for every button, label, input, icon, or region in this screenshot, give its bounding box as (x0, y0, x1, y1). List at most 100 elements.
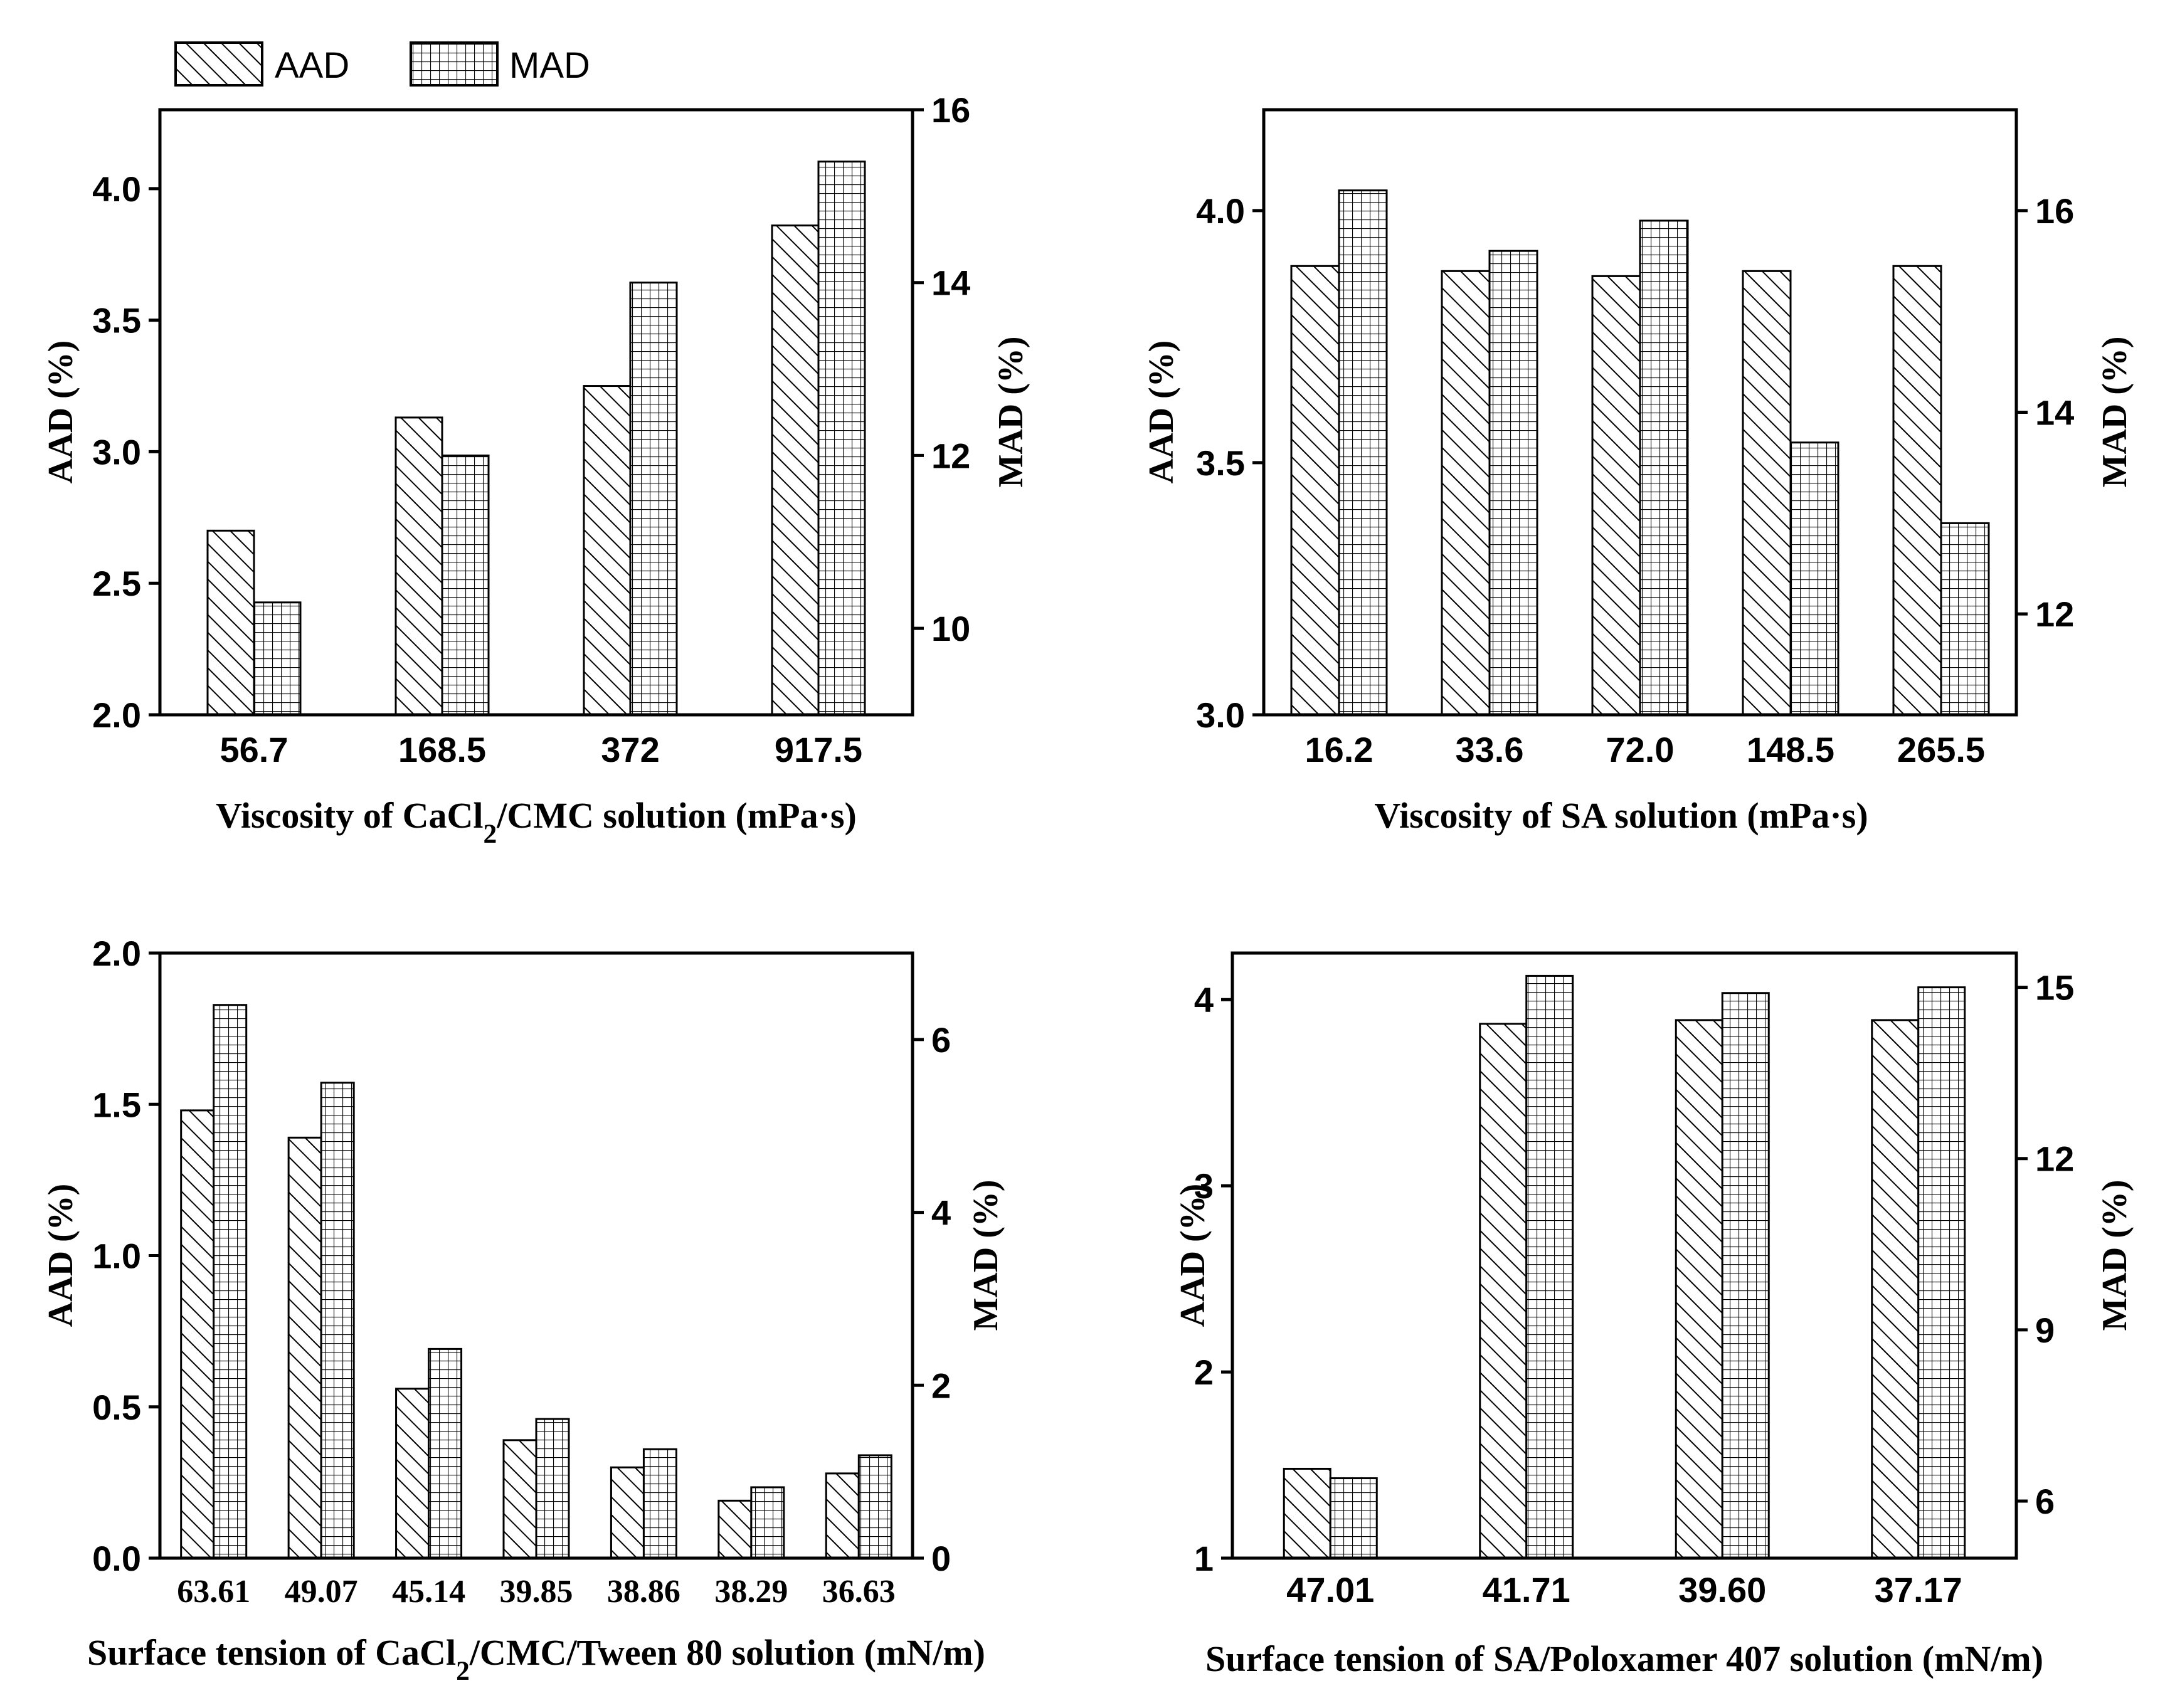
y-tick-label: 1.0 (92, 1236, 141, 1276)
bar-aad (206, 529, 255, 716)
y2-tick-label: 4 (931, 1193, 951, 1233)
x-axis-title: Viscosity of SA solution (mPa·s) (1374, 795, 1868, 836)
x-tick-label: 16.2 (1305, 730, 1373, 769)
bar-aad (1871, 1019, 1920, 1559)
bar-mad (857, 1454, 892, 1559)
y-tick-label: 0.5 (92, 1388, 141, 1427)
y2-tick-label: 0 (931, 1539, 951, 1578)
y-axis-title: AAD (%) (41, 1184, 80, 1327)
bar-aad (394, 416, 443, 716)
bar-mad (1789, 441, 1839, 716)
legend-swatch-mad (410, 41, 499, 87)
bar-aad (1892, 265, 1942, 716)
y2-tick-label: 12 (2035, 594, 2074, 634)
x-tick-label: 38.86 (607, 1574, 680, 1610)
bar-aad (1441, 270, 1491, 716)
x-tick-label: 372 (601, 730, 659, 769)
y2-tick-label: 15 (2035, 968, 2074, 1008)
y-tick-label: 2.0 (92, 934, 141, 973)
y2-tick-label: 14 (931, 263, 970, 303)
y-tick-label: 3 (1194, 1166, 1214, 1206)
bar-aad (180, 1109, 215, 1559)
x-tick-label: 47.01 (1286, 1570, 1374, 1610)
y2-tick-label: 9 (2035, 1310, 2055, 1350)
x-tick-label: 148.5 (1747, 730, 1834, 769)
x-tick-label: 33.6 (1456, 730, 1524, 769)
y-axis-title: AAD (%) (1142, 340, 1181, 484)
bar-mad (535, 1418, 570, 1559)
bar-aad (825, 1472, 860, 1559)
bar-aad (1283, 1467, 1331, 1559)
legend-label-mad: MAD (509, 45, 590, 86)
bar-mad (253, 601, 302, 716)
panel-bottom-left: 63.61 49.07 45.14 39.85 38.86 38.29 36.63 0.0 0.… (41, 934, 1005, 1686)
bar-aad (287, 1136, 322, 1559)
y2-axis-title: MAD (%) (2095, 1179, 2134, 1331)
bar-mad (629, 282, 678, 716)
x-tick-label: 45.14 (392, 1574, 465, 1610)
bar-mad (1721, 992, 1770, 1559)
y-tick-label: 4 (1194, 980, 1214, 1020)
y2-tick-label: 6 (2035, 1482, 2055, 1521)
bar-mad (1488, 250, 1538, 716)
bar-aad (1742, 270, 1792, 716)
x-tick-label: 36.63 (822, 1574, 896, 1610)
bar-aad (717, 1499, 753, 1559)
y2-tick-label: 12 (2035, 1139, 2074, 1179)
y-axis-title: AAD (%) (1173, 1184, 1212, 1327)
bar-aad (502, 1439, 537, 1559)
x-axis-title: Viscosity of CaCl2/CMC solution (mPa·s) (216, 795, 857, 849)
y2-tick-label: 12 (931, 436, 970, 475)
y-tick-label: 2 (1194, 1352, 1214, 1392)
y-tick-label: 3.0 (92, 432, 141, 472)
x-tick-label: 265.5 (1897, 730, 1985, 769)
y2-tick-label: 16 (931, 90, 970, 130)
x-tick-label: 49.07 (285, 1574, 358, 1610)
x-tick-label: 63.61 (177, 1574, 250, 1610)
x-tick-label: 72.0 (1606, 730, 1675, 769)
bar-mad (1525, 974, 1574, 1559)
bar-mad (1940, 522, 1990, 716)
bar-aad (771, 224, 820, 716)
plot-frame (1231, 951, 2018, 1560)
x-tick-label: 39.85 (500, 1574, 573, 1610)
bar-mad (1338, 189, 1388, 716)
bar-mad (817, 161, 866, 716)
plot-frame (158, 108, 914, 717)
y2-tick-label: 14 (2035, 393, 2074, 433)
bar-aad (610, 1466, 645, 1559)
bar-aad (583, 385, 632, 716)
x-tick-label: 56.7 (220, 730, 288, 769)
legend-label-aad: AAD (275, 45, 349, 86)
bar-mad (428, 1347, 463, 1559)
bar-aad (1675, 1019, 1723, 1559)
bar-mad (213, 1004, 248, 1559)
bar-mad (1917, 986, 1966, 1559)
bar-aad (1591, 275, 1641, 716)
y-tick-label: 2.5 (92, 564, 141, 603)
y-tick-label: 1 (1194, 1539, 1214, 1578)
bar-mad (1639, 219, 1689, 716)
bar-aad (1479, 1023, 1528, 1559)
y-tick-label: 4.0 (1196, 191, 1245, 231)
y-tick-label: 0.0 (92, 1539, 141, 1578)
panel-top-right: 16.2 33.6 72.0 148.5 265.5 3.0 3.5 4.0 12 14 16 AAD… (1142, 108, 2134, 836)
x-axis-title: Surface tension of SA/Poloxamer 407 solu… (1205, 1638, 2043, 1679)
y2-tick-label: 10 (931, 609, 970, 648)
y2-axis-title: MAD (%) (992, 336, 1030, 487)
y2-tick-label: 16 (2035, 191, 2074, 231)
x-tick-label: 39.60 (1678, 1570, 1766, 1610)
x-axis-title: Surface tension of CaCl2/CMC/Tween 80 so… (87, 1632, 985, 1686)
bar-mad (750, 1486, 785, 1559)
bar-mad (441, 454, 490, 716)
y2-axis-title: MAD (%) (966, 1179, 1005, 1331)
y2-axis-title: MAD (%) (2095, 336, 2134, 487)
y-tick-label: 2.0 (92, 695, 141, 735)
legend: AAD MAD (174, 41, 590, 87)
legend-swatch-aad (174, 41, 263, 87)
y-tick-label: 4.0 (92, 169, 141, 209)
y-tick-label: 1.5 (92, 1085, 141, 1124)
y-tick-label: 3.5 (92, 301, 141, 340)
